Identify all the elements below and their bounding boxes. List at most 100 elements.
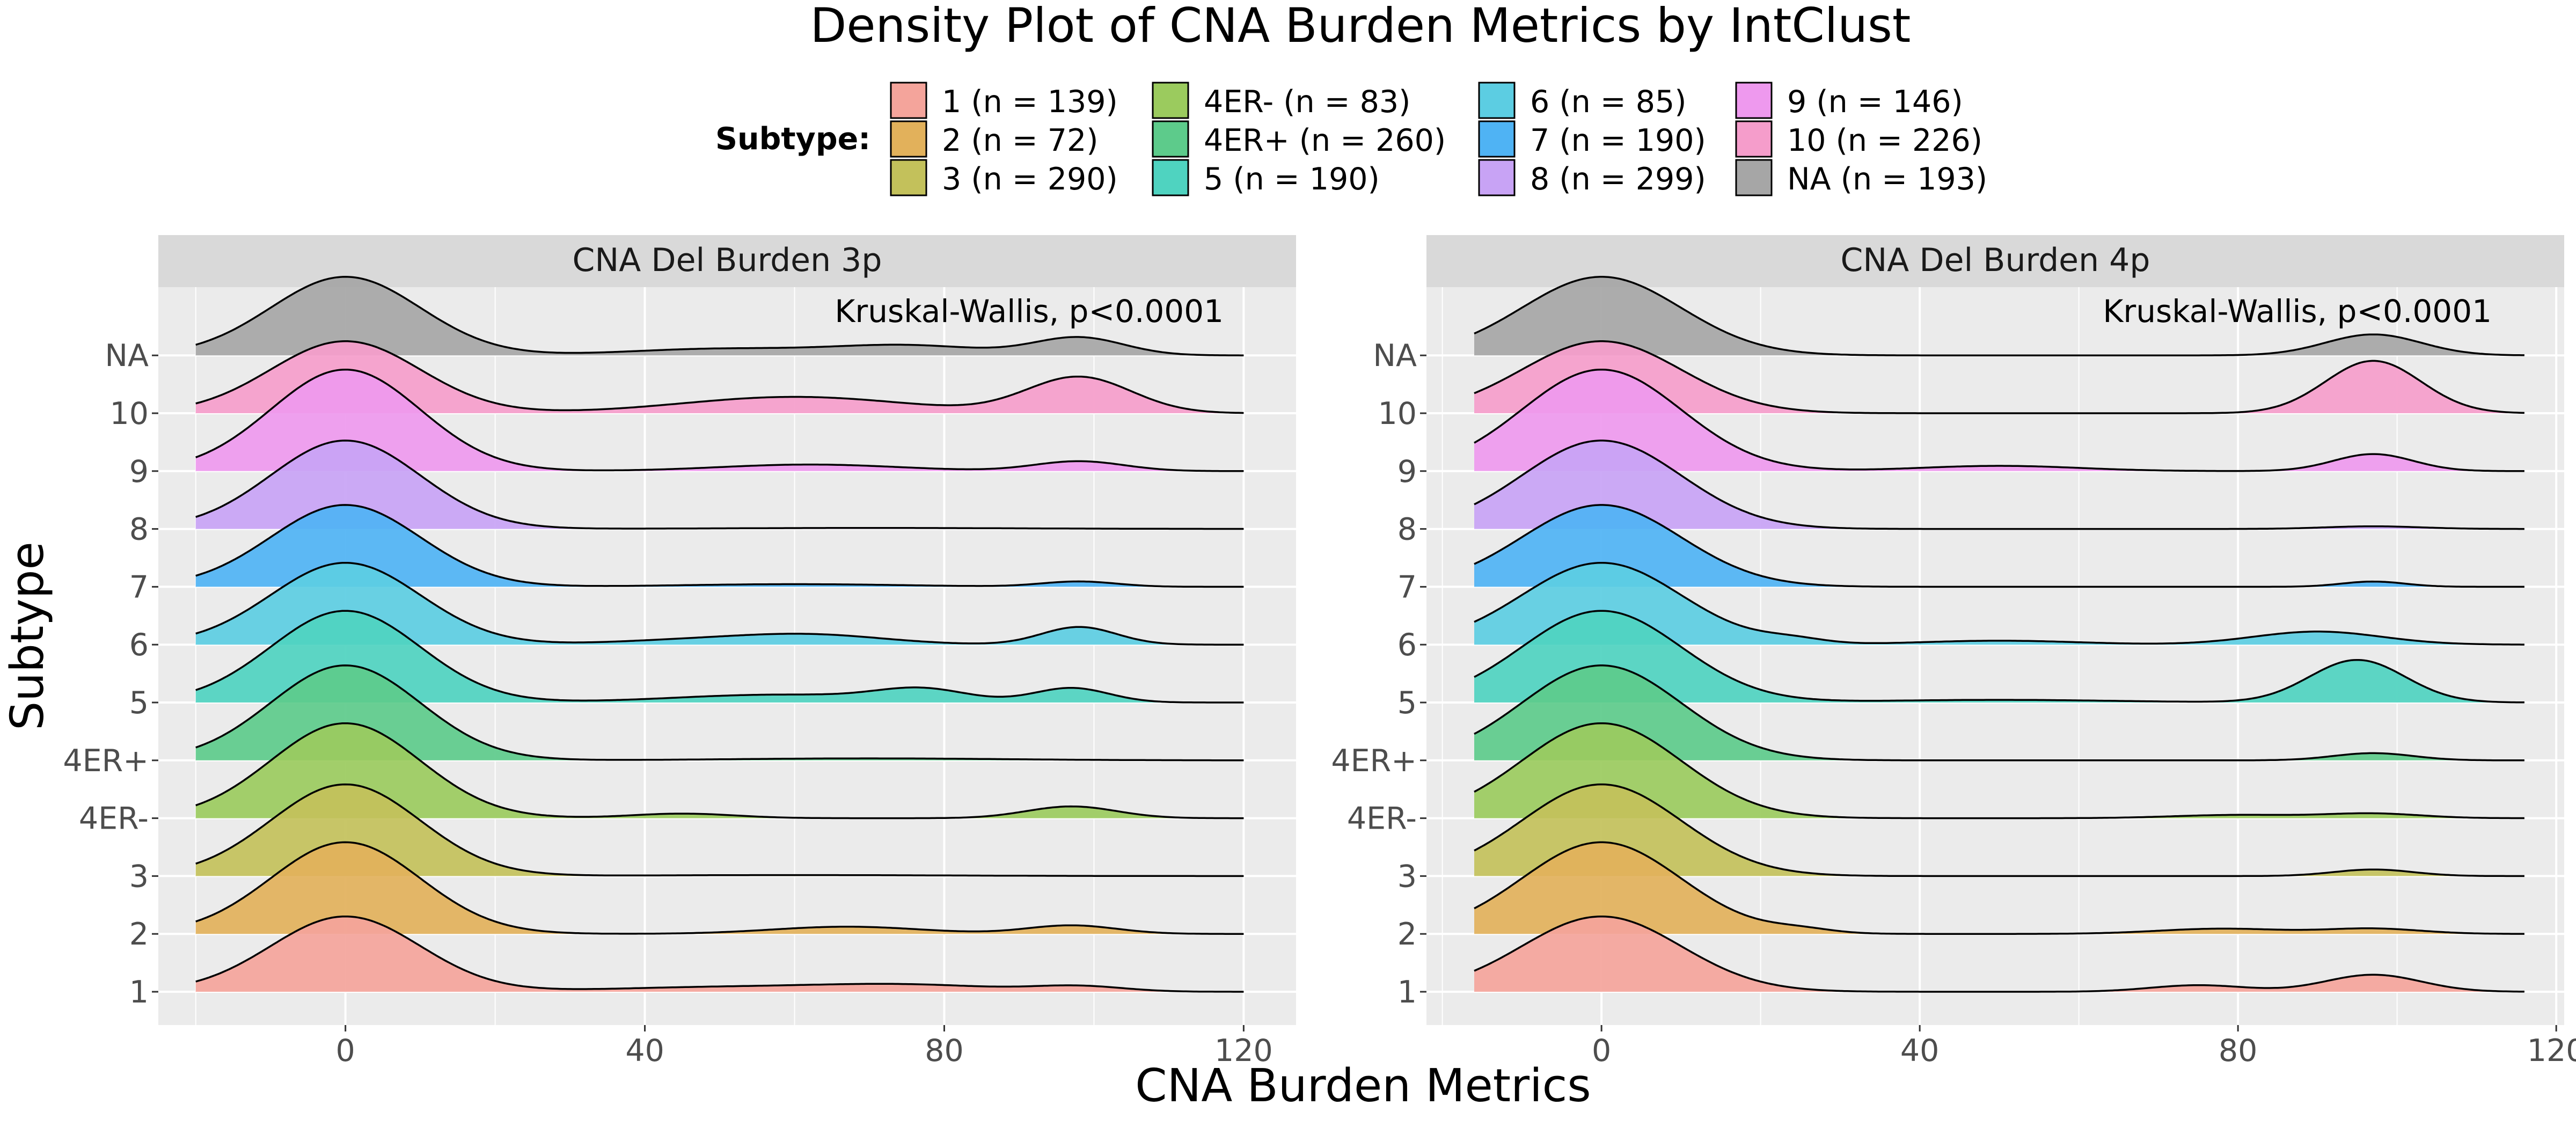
ridge-line [195, 440, 1244, 530]
ridge-area [195, 665, 1244, 760]
y-tick-label: 4ER- [79, 801, 149, 837]
legend-label: 10 (n = 226) [1787, 123, 1982, 158]
y-tick-label: 3 [129, 859, 149, 894]
y-tick-label: 4ER+ [63, 743, 149, 779]
y-tick-label: 1 [1397, 975, 1417, 1010]
legend-title: Subtype: [715, 121, 870, 157]
legend-label: 4ER+ (n = 260) [1204, 123, 1446, 158]
y-tick-label: 1 [129, 975, 149, 1010]
legend-label: 7 (n = 190) [1530, 123, 1706, 158]
legend-key [1735, 82, 1773, 119]
ridge-line [1474, 841, 2524, 935]
ridge-line [1474, 561, 2524, 646]
y-axis-title: Subtype [1, 541, 54, 730]
legend-key [1152, 120, 1189, 158]
ridge-area [195, 504, 1244, 587]
y-tick-label: 9 [129, 454, 149, 489]
ridge-line [195, 610, 1244, 704]
x-tick-label: 0 [336, 1033, 355, 1069]
ridge-area [195, 916, 1244, 992]
y-tick-label: 7 [129, 569, 149, 605]
ridge-line [1474, 783, 2524, 877]
legend-label: 2 (n = 72) [942, 123, 1099, 158]
ridge-line [195, 722, 1244, 819]
ridge-area [195, 276, 1244, 356]
ridge-line [1474, 440, 2524, 530]
ridge-area [195, 784, 1244, 876]
legend-label: 4ER- (n = 83) [1204, 84, 1410, 120]
legend: Subtype: 1 (n = 139)2 (n = 72) 3 (n = 290… [715, 82, 1987, 197]
facet-strip-label: CNA Del Burden 4p [1841, 241, 2150, 279]
facet-panel: CNA Del Burden 3p Kruskal-Wallis, p<0.000… [63, 235, 1296, 1069]
legend-label: 3 (n = 290) [942, 162, 1118, 197]
ridge-line [1474, 368, 2524, 472]
legend-label: 6 (n = 85) [1530, 84, 1687, 120]
ridge-area [195, 369, 1244, 471]
ridge-line [195, 561, 1244, 646]
legend-key [1152, 159, 1189, 196]
y-tick-label: 3 [1397, 859, 1417, 894]
legend-label: 8 (n = 299) [1530, 162, 1706, 197]
x-tick-label: 40 [625, 1033, 664, 1069]
y-tick-label: 2 [1397, 917, 1417, 952]
y-tick-label: NA [1373, 338, 1417, 374]
ridge-area [195, 723, 1244, 818]
legend-key [1478, 159, 1516, 196]
legend-label: NA (n = 193) [1787, 162, 1987, 197]
y-tick-label: 5 [1397, 685, 1417, 721]
y-tick-label: 4ER- [1347, 801, 1417, 837]
y-tick-label: 10 [1378, 396, 1417, 431]
legend-key [890, 82, 927, 119]
ridge-line [1474, 722, 2524, 819]
y-tick-label: 9 [1397, 454, 1417, 489]
ridge-line [195, 340, 1244, 414]
y-tick-label: NA [105, 338, 149, 374]
legend-label: 1 (n = 139) [942, 84, 1118, 120]
x-axis-title: CNA Burden Metrics [1135, 1059, 1591, 1113]
y-tick-label: 8 [129, 512, 149, 547]
y-tick-label: 2 [129, 917, 149, 952]
x-tick-label: 120 [1214, 1033, 1273, 1069]
legend-key [1735, 159, 1773, 196]
y-tick-label: 8 [1397, 512, 1417, 547]
x-tick-label: 0 [1592, 1033, 1611, 1069]
ridge-area [1474, 916, 2524, 992]
ridge-area [195, 341, 1244, 413]
kruskal-wallis-annotation: Kruskal-Wallis, p<0.0001 [835, 293, 1224, 330]
legend-key [890, 120, 927, 158]
ridge-area [195, 440, 1244, 529]
ridge-line [1474, 664, 2524, 762]
facet-panel: CNA Del Burden 4p Kruskal-Wallis, p<0.000… [1331, 235, 2576, 1069]
legend-label: 5 (n = 190) [1204, 162, 1380, 197]
legend-key [1478, 82, 1516, 119]
facet-strip-label: CNA Del Burden 3p [573, 241, 882, 279]
ridge-line [195, 276, 1244, 356]
ridge-line [1474, 504, 2524, 588]
ridge-line [195, 368, 1244, 472]
y-tick-label: 4ER+ [1331, 743, 1417, 779]
legend-label: 9 (n = 146) [1787, 84, 1963, 120]
x-tick-label: 40 [1900, 1033, 1940, 1069]
legend-key [1478, 120, 1516, 158]
ridge-line [195, 915, 1244, 993]
x-tick-label: 80 [2219, 1033, 2258, 1069]
ridge-line [195, 504, 1244, 588]
ridge-area [195, 842, 1244, 934]
ridge-area [195, 562, 1244, 645]
legend-key [1152, 82, 1189, 119]
y-tick-label: 6 [129, 627, 149, 663]
y-tick-label: 10 [109, 396, 149, 431]
ridge-line [1474, 610, 2524, 704]
y-tick-label: 7 [1397, 569, 1417, 605]
legend-key [1735, 120, 1773, 158]
ridge-line [195, 783, 1244, 877]
x-tick-label: 120 [2527, 1033, 2576, 1069]
ridge-line [1474, 340, 2524, 414]
chart-title: Density Plot of CNA Burden Metrics by In… [810, 0, 1911, 53]
ridge-line [195, 664, 1244, 762]
ridge-line [1474, 276, 2524, 356]
x-tick-label: 80 [925, 1033, 964, 1069]
ridge-line [195, 841, 1244, 935]
y-tick-label: 6 [1397, 627, 1417, 663]
